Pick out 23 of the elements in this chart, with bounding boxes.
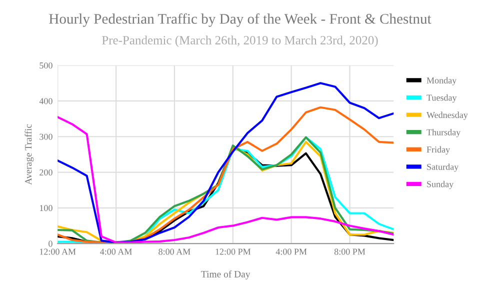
y-axis-title: Average Traffic [24, 124, 34, 185]
chart-title: Hourly Pedestrian Traffic by Day of the Week - Front & Chestnut [49, 13, 432, 27]
x-tick-label: 4:00 PM [276, 248, 307, 255]
legend-label: Monday [426, 77, 457, 86]
legend-label: Tuesday [426, 94, 457, 103]
chart-subtitle: Pre-Pandemic (March 26th, 2019 to March 23rd, 2020) [102, 36, 378, 47]
x-tick-label: 12:00 AM [40, 248, 76, 255]
y-tick-label: 0 [48, 240, 52, 247]
legend-label: Wednesday [426, 112, 468, 120]
y-tick-label: 300 [40, 134, 52, 140]
legend-label: Sunday [427, 180, 454, 190]
legend-label: Thursday [426, 128, 461, 138]
x-tick-label: 4:00 AM [100, 248, 132, 255]
legend-label: Friday [426, 146, 450, 154]
x-tick-label: 8:00 PM [334, 248, 366, 255]
y-tick-label: 200 [40, 169, 52, 176]
legend-label: Saturday [427, 164, 459, 172]
y-tick-label: 500 [40, 62, 52, 69]
x-tick-label: 12:00 PM [216, 248, 251, 255]
x-axis-title: Time of Day [201, 270, 250, 280]
y-tick-label: 400 [39, 98, 52, 104]
x-tick-label: 8:00 AM [158, 248, 190, 255]
y-tick-label: 100 [40, 205, 52, 212]
